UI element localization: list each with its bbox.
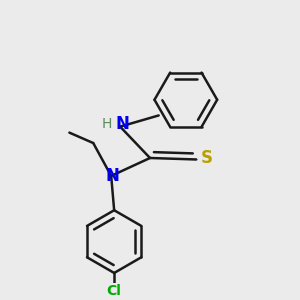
Text: N: N — [106, 167, 120, 185]
Text: H: H — [101, 117, 112, 131]
Text: Cl: Cl — [107, 284, 122, 298]
Text: N: N — [116, 115, 130, 133]
Text: S: S — [201, 149, 213, 167]
